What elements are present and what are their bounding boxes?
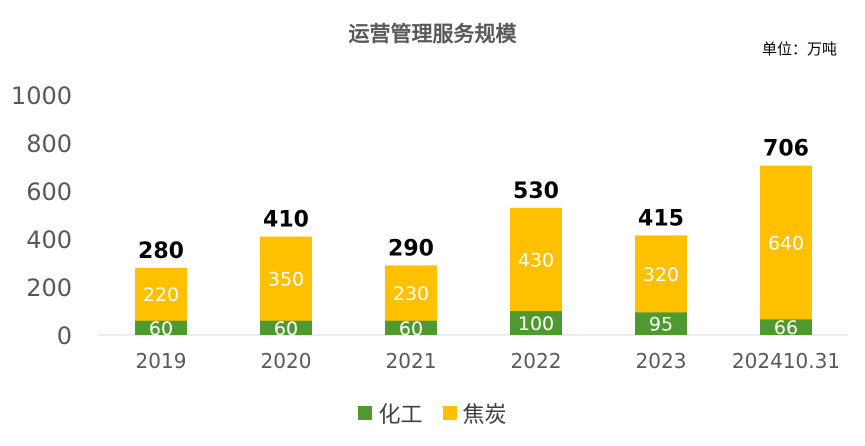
data-label-coke: 320 <box>643 264 679 286</box>
data-label-coke: 220 <box>143 284 179 306</box>
legend: 化工 焦炭 <box>0 397 865 429</box>
total-label: 706 <box>763 137 809 162</box>
data-label-chemical: 66 <box>774 317 798 339</box>
y-tick-label: 400 <box>26 226 72 254</box>
legend-label-chemical: 化工 <box>378 403 423 428</box>
y-tick-label: 800 <box>26 130 72 158</box>
bar-segment-chemical <box>760 319 812 335</box>
bar-segment-chemical <box>135 320 187 335</box>
data-label-coke: 640 <box>768 232 804 254</box>
legend-item-chemical: 化工 <box>358 397 423 429</box>
data-label-coke: 350 <box>268 269 304 291</box>
total-label: 530 <box>513 179 559 204</box>
y-tick-label: 0 <box>57 322 72 350</box>
data-label-chemical: 60 <box>149 318 173 340</box>
bar-segment-coke <box>635 235 687 313</box>
total-label: 415 <box>638 206 684 231</box>
total-label: 410 <box>263 208 309 233</box>
data-label-chemical: 100 <box>518 313 554 335</box>
data-label-coke: 230 <box>393 283 429 305</box>
unit-note: 单位：万吨 <box>761 40 837 58</box>
x-tick-label: 2020 <box>261 349 312 373</box>
legend-swatch-coke <box>442 406 457 420</box>
bar-segment-coke <box>260 236 312 321</box>
bar-segment-coke <box>385 265 437 321</box>
chart-title: 运营管理服务规模 <box>348 22 517 46</box>
legend-label-coke: 焦炭 <box>462 403 507 428</box>
y-tick-label: 200 <box>26 274 72 302</box>
legend-swatch-chemical <box>358 406 373 420</box>
legend-item-coke: 焦炭 <box>442 397 507 429</box>
data-label-coke: 430 <box>518 249 554 271</box>
data-label-chemical: 60 <box>274 318 298 340</box>
bar-segment-chemical <box>510 311 562 335</box>
x-tick-label: 2021 <box>386 349 437 373</box>
x-tick-label: 2019 <box>136 349 187 373</box>
x-tick-label: 2023 <box>636 349 687 373</box>
data-label-chemical: 60 <box>399 318 423 340</box>
bar-segment-chemical <box>635 312 687 335</box>
data-label-chemical: 95 <box>649 314 673 336</box>
total-label: 290 <box>388 236 434 261</box>
x-tick-label: 202410.31 <box>732 349 840 373</box>
bar-segment-coke <box>135 267 187 321</box>
bar-segment-coke <box>510 207 562 311</box>
y-tick-label: 600 <box>26 178 72 206</box>
x-tick-label: 2022 <box>511 349 562 373</box>
y-tick-label: 1000 <box>11 82 72 110</box>
bar-segment-chemical <box>260 320 312 335</box>
bar-segment-chemical <box>385 320 437 335</box>
bar-segment-coke <box>760 165 812 320</box>
total-label: 280 <box>138 239 184 264</box>
